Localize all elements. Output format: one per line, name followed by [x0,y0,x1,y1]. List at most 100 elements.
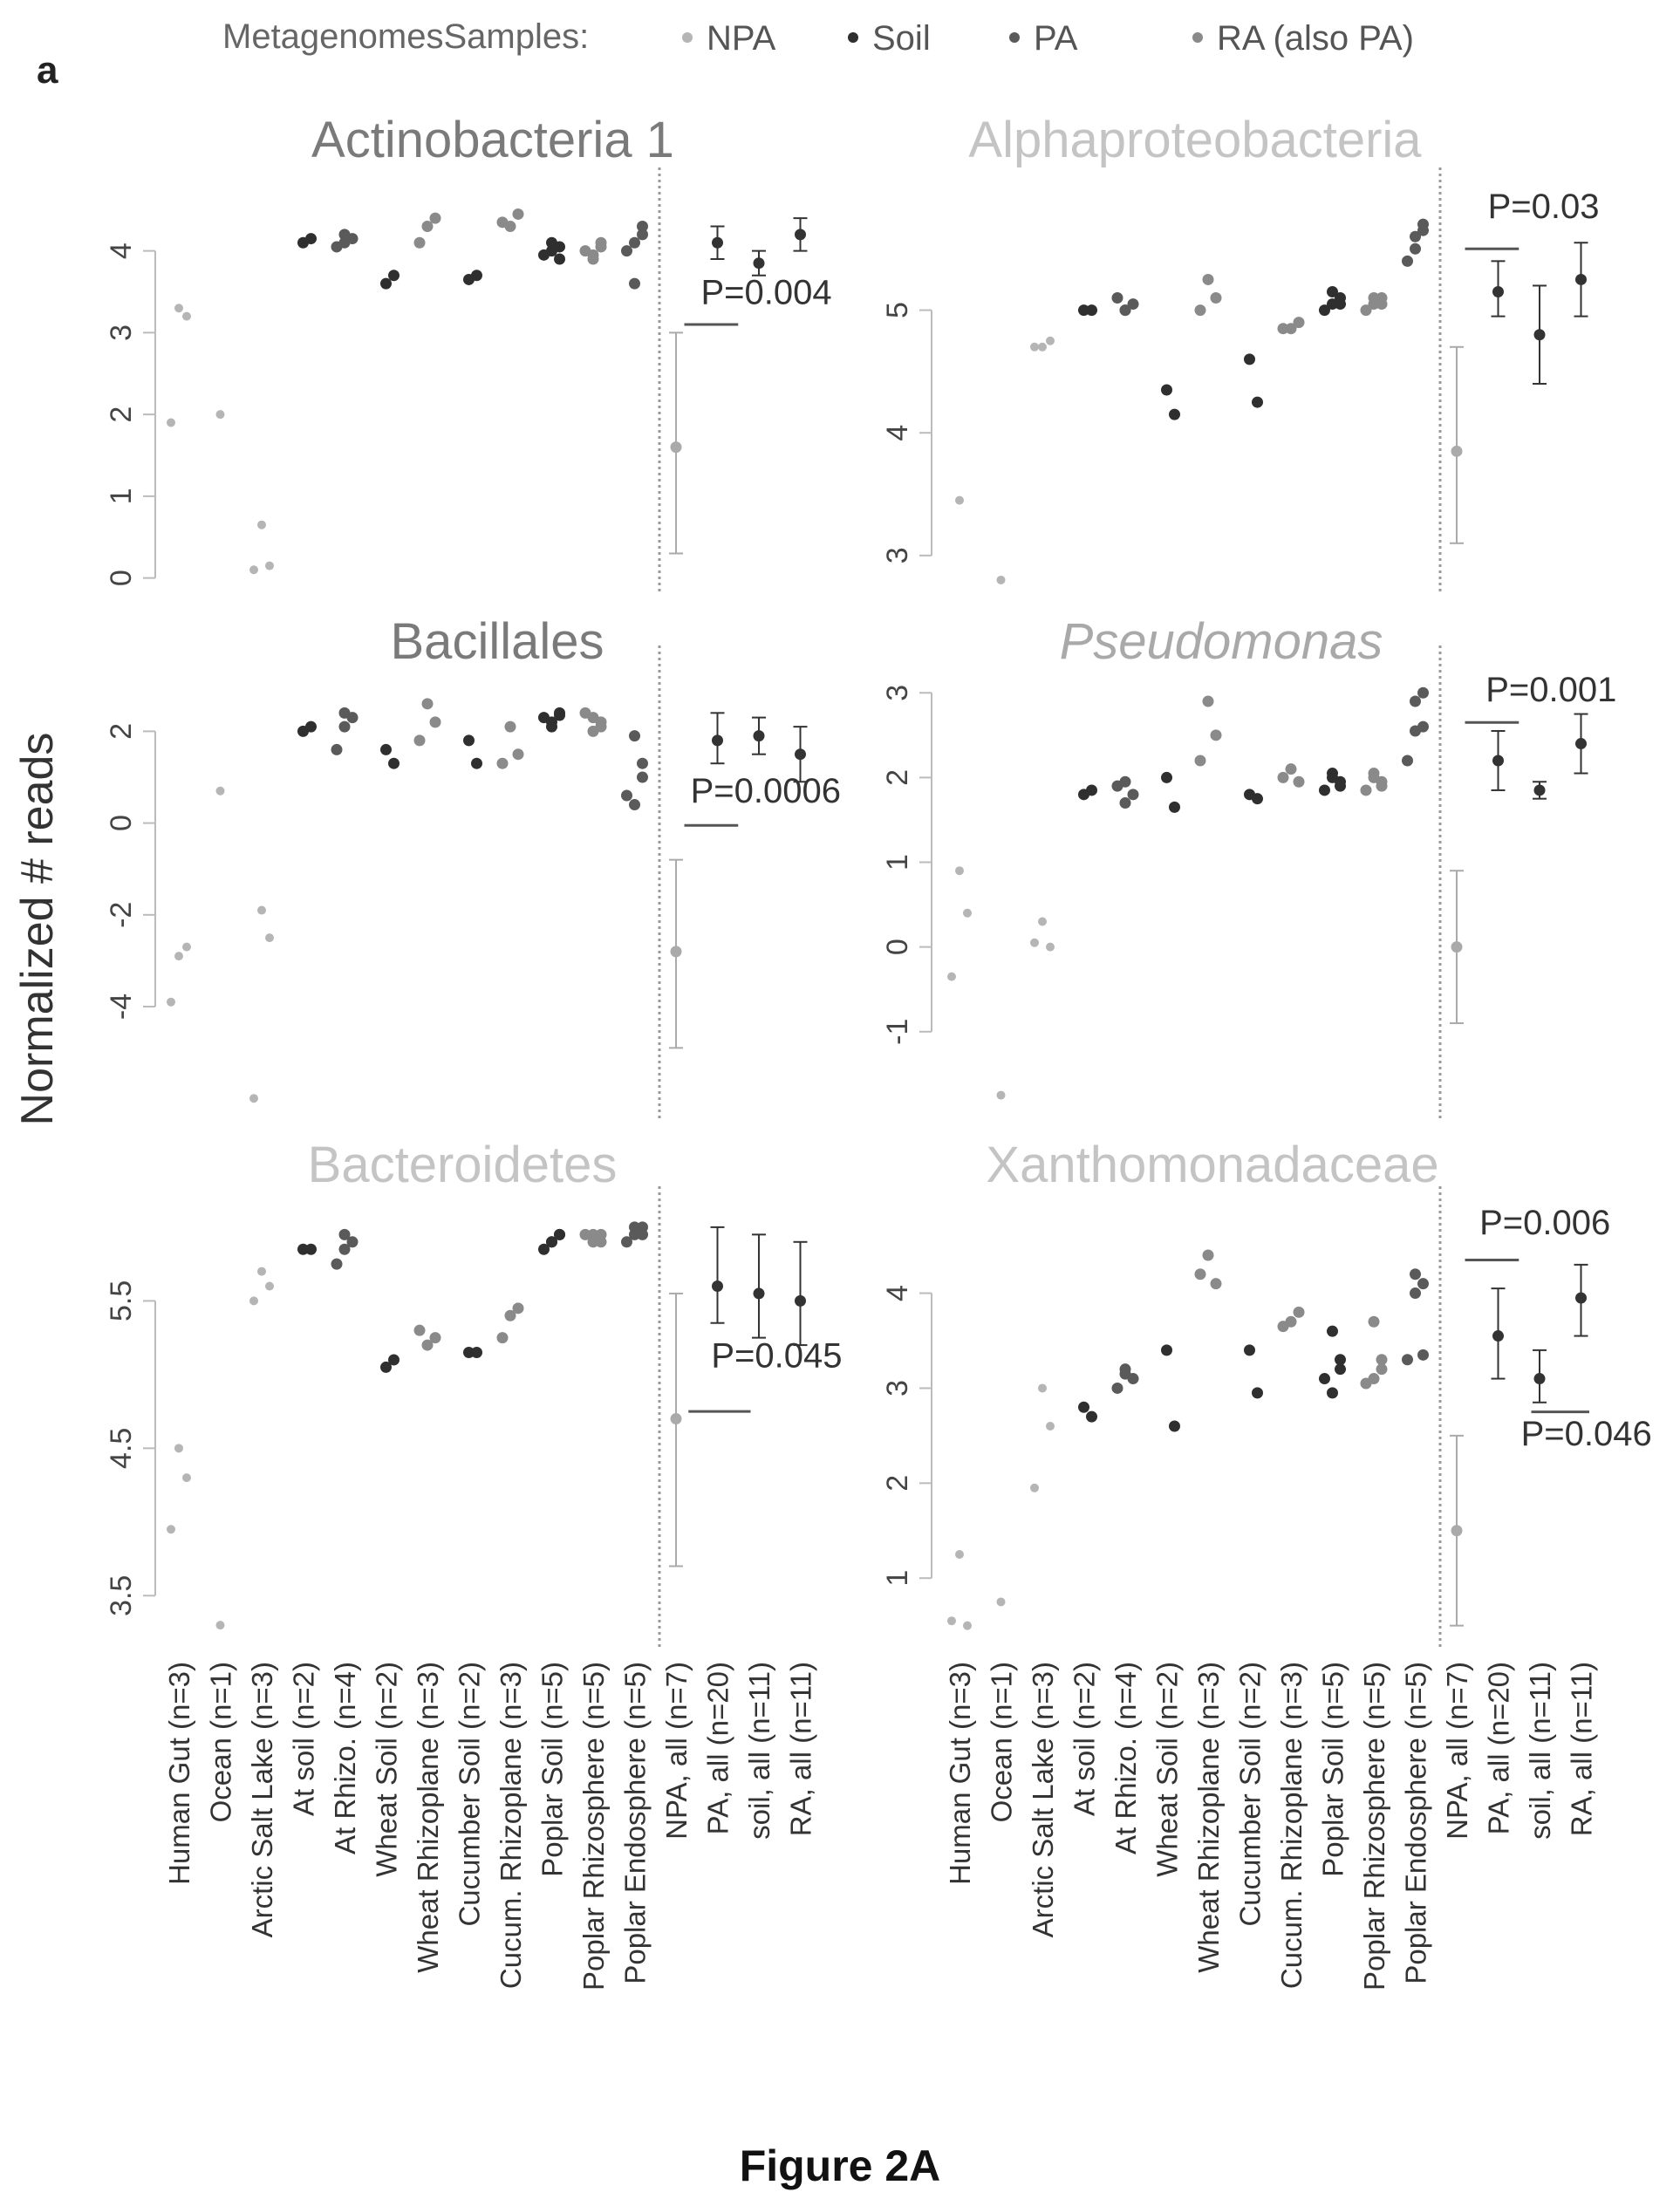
y-tick-label: -1 [881,1019,914,1045]
data-point [1376,775,1388,788]
data-point [1119,304,1131,317]
data-point [1169,408,1180,420]
category-label: At soil (n=2) [1069,1662,1101,1816]
data-point [429,1332,441,1344]
data-point [637,1228,648,1240]
data-point [182,1473,191,1483]
data-point [1086,1410,1097,1423]
p-value-label: P=0.045 [711,1336,842,1375]
data-point [538,249,550,261]
data-point [595,716,607,728]
data-point [1368,1373,1380,1385]
data-point [380,1361,392,1373]
category-label: Poplar Endosphere (n=5) [619,1662,652,1984]
data-point [1327,298,1338,311]
p-value-label: P=0.046 [1521,1415,1652,1453]
data-point [546,1236,557,1248]
data-point [1252,1387,1263,1399]
panel-title: Actinobacteria 1 [311,112,674,168]
data-point [215,410,225,420]
p-value-label: P=0.03 [1488,188,1600,226]
mean-marker [1533,329,1546,341]
mean-marker [1492,1330,1504,1342]
data-point [1327,286,1338,297]
legend-label: Soil [872,19,931,58]
chart-panel: Bacteroidetes 3.5 4.5 5.5 P=0.045 [105,1137,843,1649]
data-point [1111,1382,1123,1394]
panel-title: Alphaproteobacteria [968,112,1422,168]
data-point [1285,323,1297,335]
data-point [504,720,516,733]
data-point [388,757,400,769]
data-point [1030,1483,1039,1492]
data-point [1078,1401,1089,1413]
data-point [257,905,266,915]
mean-marker [1451,1525,1463,1537]
data-point [338,720,351,733]
mean-marker [712,734,723,747]
data-point [471,1347,482,1359]
data-point [996,1597,1006,1607]
data-point [1360,304,1372,317]
category-label: Arctic Salt Lake (n=3) [1027,1662,1059,1937]
data-point [1402,255,1413,267]
data-point [1202,1249,1214,1261]
y-tick-label: 4 [881,1285,914,1301]
data-point [1046,942,1055,952]
data-point [429,212,441,224]
category-label: RA, all (n=11) [785,1662,817,1836]
data-point [1078,304,1089,317]
category-label: soil, all (n=11) [1524,1662,1556,1840]
mean-marker [753,1287,765,1300]
mean-marker [1533,1373,1546,1385]
data-point [1368,292,1380,304]
mean-marker [1575,1292,1587,1304]
category-labels: Human Gut (n=3) Ocean (n=1) Arctic Salt La… [163,1662,1598,1991]
data-point [1277,771,1289,783]
data-point [637,771,648,783]
data-point [174,952,183,961]
p-value-label: P=0.004 [701,274,832,312]
mean-marker [753,730,765,742]
data-point [1252,396,1263,408]
y-tick-label: 3 [881,685,914,701]
legend-items: NPA Soil PA RA (also PA) [682,19,1414,58]
data-point [388,270,400,282]
chart-panel: Alphaproteobacteria 3 4 5 P=0.03 [881,112,1600,595]
mean-marker [670,946,682,958]
data-point [512,1302,524,1315]
data-point [587,1236,599,1248]
data-point [1319,304,1330,317]
data-point [1046,1422,1055,1431]
data-point [554,709,565,721]
data-point [182,942,191,952]
category-label: At Rhizo. (n=4) [329,1662,361,1854]
legend-label: NPA [707,19,776,58]
y-tick-label: 3 [881,547,914,563]
data-point [1046,336,1055,345]
data-point [1127,789,1139,801]
panel-title: Pseudomonas [1060,613,1383,670]
figure-caption: Figure 2A [740,2141,941,2190]
panels: Actinobacteria 1 0 1 2 3 4 P=0.004 Alphaproteob… [105,112,1652,1649]
data-point [338,229,351,241]
data-point [265,1281,274,1291]
category-label: NPA, all (n=7) [660,1662,693,1840]
data-point [554,1228,565,1240]
panel-title: Bacteroidetes [308,1137,618,1193]
data-point [637,221,648,232]
data-point [215,1621,225,1630]
data-point [1376,1354,1388,1366]
category-label: PA, all (n=20) [702,1662,734,1834]
data-point [1402,1354,1413,1366]
data-point [167,997,175,1007]
category-label: Poplar Soil (n=5) [536,1662,569,1877]
y-tick-label: 0 [105,570,138,586]
y-tick-label: 5 [881,302,914,318]
data-point [1210,729,1222,741]
data-point [413,236,426,249]
category-label: Poplar Rhizosphere (n=5) [1358,1662,1390,1991]
panel-title: Xanthomonadaceae [986,1137,1438,1193]
data-point [297,1243,309,1255]
data-point [380,277,392,290]
